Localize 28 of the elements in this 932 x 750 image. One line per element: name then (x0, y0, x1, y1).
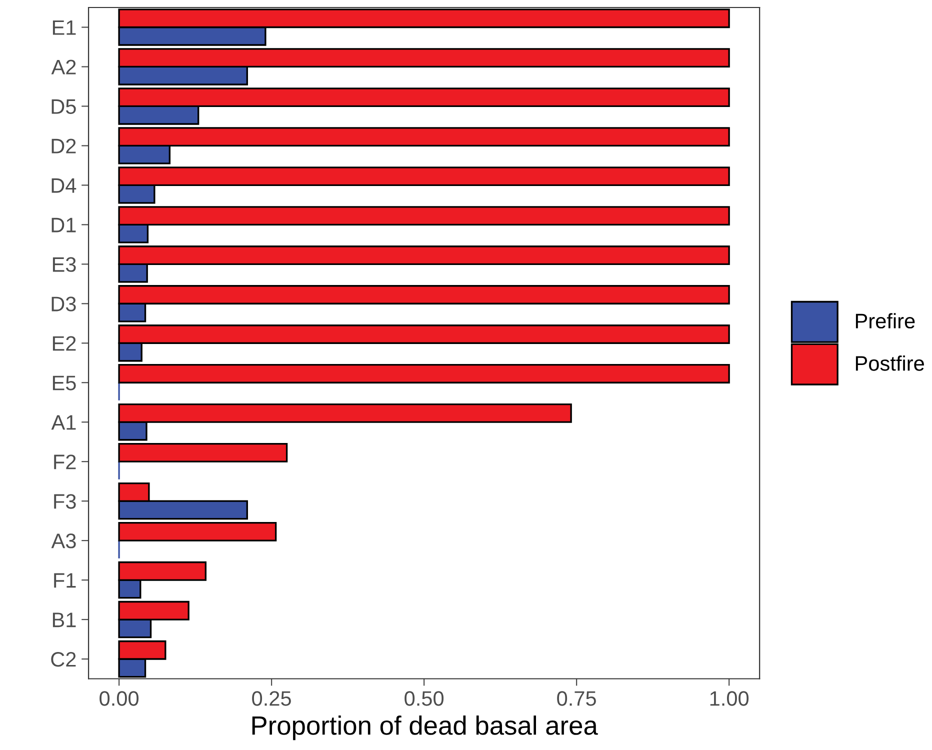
y-tick-label: A2 (51, 60, 76, 74)
y-tick-label: B1 (52, 612, 76, 628)
y-tick-label: F1 (54, 573, 76, 588)
y-tick-label: F2 (54, 454, 76, 470)
y-tick-label: A1 (51, 415, 76, 430)
x-tick-label: 1.00 (710, 691, 749, 706)
y-tick-label: D4 (52, 178, 76, 193)
x-tick-label: 0.00 (100, 691, 139, 706)
x-tick-label: 0.75 (557, 691, 596, 706)
y-tick-label: E2 (52, 336, 76, 351)
bar (118, 442, 288, 462)
x-axis-title: Proportion of dead basal area (252, 716, 598, 740)
y-tick-label: E1 (52, 20, 76, 35)
legend-label: Postfire (856, 356, 924, 371)
y-tick-label: E3 (52, 257, 76, 272)
y-tick-label: D5 (52, 99, 76, 114)
y-tick-label: F3 (54, 494, 76, 509)
bar (118, 522, 277, 542)
legend-label: Prefire (856, 313, 915, 328)
y-tick-label: D2 (52, 138, 76, 154)
y-tick-label: E5 (52, 376, 76, 390)
bar (118, 364, 730, 384)
y-tick-label: A3 (51, 534, 76, 548)
x-tick-label: 0.25 (252, 691, 291, 706)
y-tick-label: D3 (52, 296, 76, 312)
y-tick-label: D1 (52, 218, 76, 232)
x-tick-label: 0.50 (404, 691, 444, 706)
y-tick-label: C2 (51, 652, 76, 667)
